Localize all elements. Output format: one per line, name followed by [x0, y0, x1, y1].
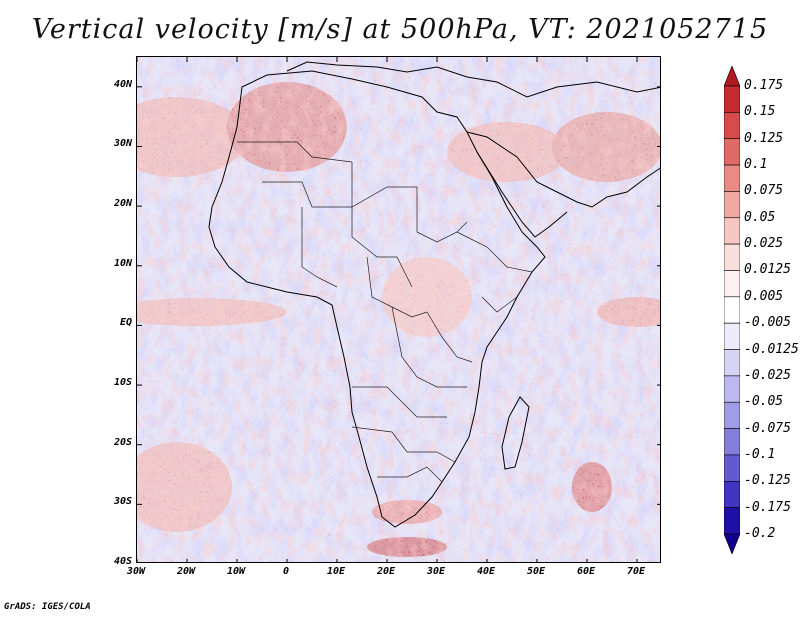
colorbar-swatch — [724, 480, 740, 508]
colorbar-label: -0.075 — [744, 420, 791, 436]
lon-label: 30E — [426, 566, 446, 577]
colorbar-swatch — [724, 112, 740, 140]
lon-label: 0 — [282, 566, 290, 577]
colorbar-swatch — [724, 164, 740, 192]
lon-label: 10W — [226, 566, 246, 577]
colorbar-label: 0.075 — [744, 183, 784, 199]
arabia-coastline — [466, 131, 660, 208]
lat-label: 40S — [113, 556, 132, 567]
colorbar-label: 0.1 — [744, 157, 768, 173]
colorbar-swatch — [724, 138, 740, 166]
colorbar-label: 0.125 — [744, 130, 784, 146]
colorbar-swatch — [724, 454, 740, 482]
colorbar — [724, 66, 740, 554]
colorbar-label: -0.175 — [744, 499, 791, 515]
colorbar-swatch — [724, 375, 740, 403]
field-speckle — [137, 57, 660, 562]
lat-label: 10N — [113, 257, 132, 269]
colorbar-swatch — [724, 85, 740, 113]
colorbar-label: -0.025 — [744, 367, 791, 383]
map-panel — [136, 56, 661, 563]
lat-label: 20S — [113, 436, 132, 448]
colorbar-swatch — [724, 428, 740, 456]
lat-label: 20N — [113, 198, 132, 210]
axis-ticks — [137, 57, 660, 562]
red-sea-coast — [476, 151, 568, 238]
country-borders — [237, 141, 533, 483]
madagascar-coastline — [501, 396, 530, 470]
colorbar-label: 0.05 — [744, 209, 776, 225]
lon-label: 60E — [576, 566, 596, 577]
colorbar-label: -0.005 — [744, 315, 791, 331]
colorbar-label: 0.175 — [744, 78, 784, 93]
colorbar-swatch — [724, 191, 740, 219]
colorbar-swatch — [724, 507, 740, 535]
colorbar-swatch — [724, 296, 740, 324]
mediterranean-coast — [286, 61, 660, 98]
lat-label: 30S — [113, 496, 132, 508]
colorbar-label: -0.1 — [744, 446, 776, 462]
colorbar-label: 0.15 — [744, 104, 776, 120]
colorbar-label: 0.025 — [744, 236, 784, 252]
colorbar-swatch — [724, 270, 740, 298]
colorbar-label: -0.2 — [744, 526, 776, 541]
colorbar-swatch — [724, 66, 740, 87]
lon-label: 10E — [326, 566, 346, 577]
lon-label: 70E — [626, 566, 646, 577]
colorbar-swatch — [724, 349, 740, 377]
colorbar-label: -0.0125 — [744, 341, 799, 357]
lon-label: 40E — [476, 566, 496, 577]
colorbar-swatch — [724, 217, 740, 245]
lat-label: EQ — [119, 317, 132, 329]
map-title: Vertical velocity [m/s] at 500hPa, VT: 2… — [31, 14, 769, 45]
colorbar-swatch — [724, 533, 740, 554]
africa-coastline — [208, 70, 546, 528]
lon-label: 20W — [176, 566, 196, 577]
coastlines — [208, 61, 660, 528]
colorbar-label: -0.125 — [744, 473, 791, 489]
lon-label: 30W — [126, 566, 146, 577]
velocity-field-map — [137, 57, 660, 562]
colorbar-swatch — [724, 322, 740, 350]
colorbar-label: 0.005 — [744, 288, 784, 304]
lat-label: 10S — [113, 377, 132, 389]
lat-label: 40N — [113, 78, 132, 90]
lon-label: 50E — [526, 566, 546, 577]
colorbar-swatch — [724, 243, 740, 271]
colorbar-label: 0.0125 — [744, 262, 791, 278]
colorbar-swatch — [724, 401, 740, 429]
lon-label: 20E — [376, 566, 396, 577]
lat-label: 30N — [113, 138, 132, 150]
grads-credit: GrADS: IGES/COLA — [4, 602, 91, 612]
colorbar-label: -0.05 — [744, 394, 784, 410]
